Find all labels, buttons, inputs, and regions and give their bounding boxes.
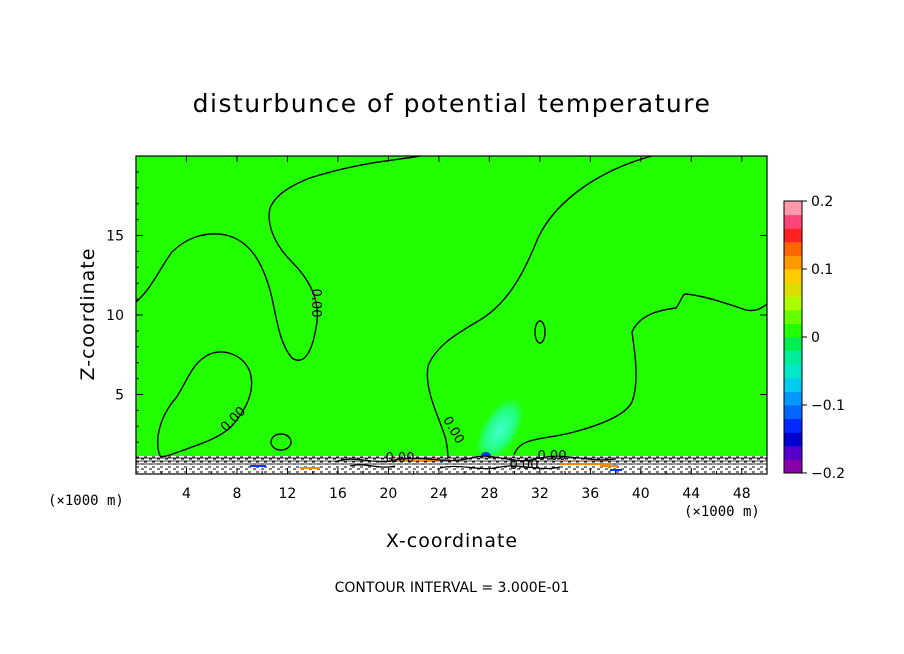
contour-line — [534, 320, 546, 344]
colorbar-swatch — [784, 364, 802, 379]
colorbar-swatch — [784, 459, 802, 474]
colorbar-ticks: 0.2 0.1 0 −0.1 −0.2 — [802, 194, 845, 482]
contour-lines — [135, 155, 768, 459]
x-tick-label: 32 — [531, 486, 549, 502]
x-axis-label: X-coordinate — [386, 530, 518, 552]
contour-label: 0.00 — [386, 451, 415, 466]
x-tick-label: 36 — [581, 486, 599, 502]
colorbar-swatch — [784, 418, 802, 433]
colorbar-swatch — [784, 201, 802, 216]
colorbar-swatch — [784, 405, 802, 420]
contour-interval-note: CONTOUR INTERVAL = 3.000E-01 — [335, 580, 570, 596]
contour-line — [157, 351, 253, 458]
colorbar-swatch — [784, 323, 802, 338]
contour-line — [426, 155, 653, 459]
x-tick-label: 8 — [232, 486, 241, 502]
x-tick-label: 40 — [632, 486, 650, 502]
y-tick-label: 15 — [106, 229, 124, 245]
contour-label: 0.00 — [510, 458, 539, 473]
x-axis: 4 8 12 16 20 24 28 32 36 40 44 48 — [160, 156, 751, 502]
colorbar-swatch — [784, 282, 802, 297]
contour-line — [270, 433, 292, 451]
terrain-layer — [136, 455, 767, 474]
x-tick-label: 16 — [329, 486, 347, 502]
colorbar-swatch — [784, 296, 802, 311]
colorbar-swatch — [784, 391, 802, 406]
x-tick-label: 12 — [279, 486, 297, 502]
y-axis-label: Z-coordinate — [77, 248, 99, 381]
colorbar-swatch — [784, 337, 802, 352]
x-unit-note-left: (×1000 m) — [48, 493, 124, 509]
colorbar-swatch — [784, 214, 802, 229]
colorbar-swatch — [784, 269, 802, 284]
x-tick-label: 48 — [733, 486, 751, 502]
colorbar-swatch — [784, 377, 802, 392]
colorbar-swatch — [784, 350, 802, 365]
plot-area — [136, 156, 767, 474]
colorbar-tick-label: 0.1 — [811, 262, 833, 278]
colorbar-tick-label: −0.1 — [811, 398, 845, 414]
contour-line — [513, 293, 768, 456]
colorbar-tick-label: −0.2 — [811, 466, 845, 482]
colorbar — [783, 200, 803, 474]
colorbar-swatch — [784, 432, 802, 447]
y-axis: 5 10 15 — [106, 171, 767, 459]
contour-label: 0.00 — [308, 289, 323, 318]
colorbar-swatch — [784, 445, 802, 460]
colorbar-swatch — [784, 241, 802, 256]
contour-label: 0.00 — [538, 449, 567, 464]
colorbar-tick-label: 0 — [811, 330, 820, 346]
chart-title: disturbunce of potential temperature — [193, 89, 712, 118]
x-tick-label: 28 — [480, 486, 498, 502]
colorbar-swatch — [784, 228, 802, 243]
x-tick-label: 44 — [682, 486, 700, 502]
colorbar-tick-label: 0.2 — [811, 194, 833, 210]
contour-line — [135, 155, 421, 361]
y-tick-label: 5 — [115, 388, 124, 404]
x-tick-label: 24 — [430, 486, 448, 502]
colorbar-swatch — [784, 309, 802, 324]
x-unit-note-right: (×1000 m) — [684, 504, 760, 520]
y-tick-label: 10 — [106, 308, 124, 324]
negative-anomaly-region — [476, 397, 524, 463]
x-tick-label: 20 — [379, 486, 397, 502]
colorbar-swatch — [784, 255, 802, 270]
x-tick-label: 4 — [182, 486, 191, 502]
